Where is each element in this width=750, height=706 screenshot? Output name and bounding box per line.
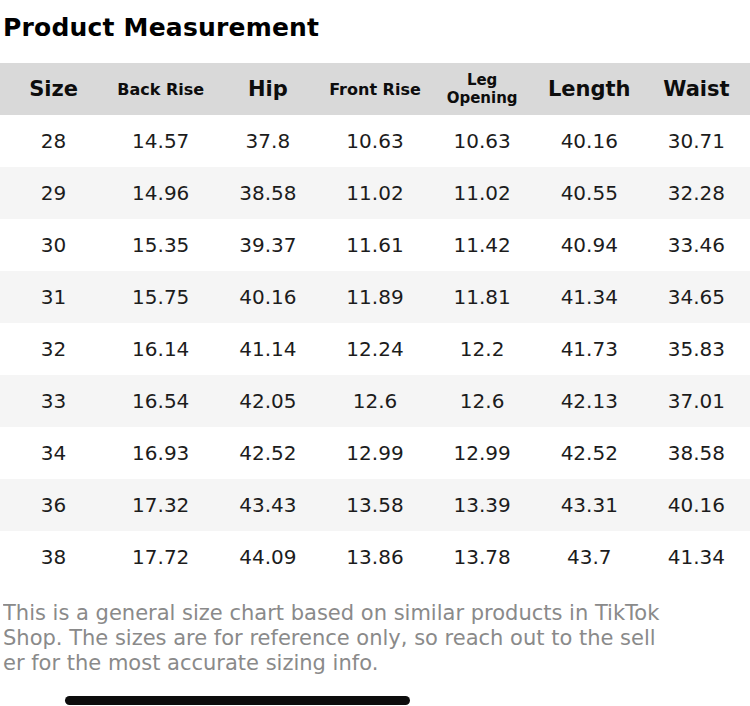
- cell-leg-opening: 11.42: [429, 219, 536, 271]
- cell-waist: 30.71: [643, 115, 750, 167]
- disclaimer-line: Shop. The sizes are for reference only, …: [3, 626, 750, 651]
- column-header-back-rise: Back Rise: [107, 63, 214, 115]
- cell-leg-opening: 12.2: [429, 323, 536, 375]
- cell-back-rise: 16.54: [107, 375, 214, 427]
- column-header-leg-opening: Leg Opening: [429, 63, 536, 115]
- cell-front-rise: 12.99: [321, 427, 428, 479]
- size-chart-disclaimer: This is a general size chart based on si…: [0, 601, 750, 676]
- cell-back-rise: 17.72: [107, 531, 214, 583]
- cell-leg-opening: 13.39: [429, 479, 536, 531]
- cell-leg-opening: 11.81: [429, 271, 536, 323]
- cell-back-rise: 17.32: [107, 479, 214, 531]
- cell-back-rise: 14.96: [107, 167, 214, 219]
- column-header-hip: Hip: [214, 63, 321, 115]
- cell-waist: 34.65: [643, 271, 750, 323]
- cell-waist: 32.28: [643, 167, 750, 219]
- cell-leg-opening: 13.78: [429, 531, 536, 583]
- table-row: 33 16.54 42.05 12.6 12.6 42.13 37.01: [0, 375, 750, 427]
- column-header-size: Size: [0, 63, 107, 115]
- cell-size: 32: [0, 323, 107, 375]
- cell-back-rise: 15.75: [107, 271, 214, 323]
- table-row: 28 14.57 37.8 10.63 10.63 40.16 30.71: [0, 115, 750, 167]
- cell-waist: 38.58: [643, 427, 750, 479]
- page-title: Product Measurement: [0, 0, 750, 42]
- cell-waist: 37.01: [643, 375, 750, 427]
- cell-length: 40.55: [536, 167, 643, 219]
- cell-hip: 40.16: [214, 271, 321, 323]
- table-row: 36 17.32 43.43 13.58 13.39 43.31 40.16: [0, 479, 750, 531]
- cell-back-rise: 15.35: [107, 219, 214, 271]
- cell-front-rise: 11.89: [321, 271, 428, 323]
- cell-size: 28: [0, 115, 107, 167]
- cell-size: 29: [0, 167, 107, 219]
- cell-back-rise: 16.93: [107, 427, 214, 479]
- cell-length: 43.31: [536, 479, 643, 531]
- cell-length: 41.34: [536, 271, 643, 323]
- column-header-length: Length: [536, 63, 643, 115]
- column-header-leg-opening-label: Leg Opening: [442, 71, 522, 107]
- cell-hip: 41.14: [214, 323, 321, 375]
- cell-length: 40.94: [536, 219, 643, 271]
- table-header-row: Size Back Rise Hip Front Rise Leg Openin…: [0, 63, 750, 115]
- cell-leg-opening: 11.02: [429, 167, 536, 219]
- cell-front-rise: 11.61: [321, 219, 428, 271]
- cell-hip: 43.43: [214, 479, 321, 531]
- disclaimer-line: er for the most accurate sizing info.: [3, 651, 750, 676]
- cell-size: 36: [0, 479, 107, 531]
- cell-leg-opening: 10.63: [429, 115, 536, 167]
- cell-front-rise: 11.02: [321, 167, 428, 219]
- cell-leg-opening: 12.99: [429, 427, 536, 479]
- cell-hip: 37.8: [214, 115, 321, 167]
- cell-size: 34: [0, 427, 107, 479]
- cell-waist: 35.83: [643, 323, 750, 375]
- cell-hip: 38.58: [214, 167, 321, 219]
- cell-length: 43.7: [536, 531, 643, 583]
- cell-size: 31: [0, 271, 107, 323]
- table-row: 30 15.35 39.37 11.61 11.42 40.94 33.46: [0, 219, 750, 271]
- cell-hip: 44.09: [214, 531, 321, 583]
- cell-length: 40.16: [536, 115, 643, 167]
- table-row: 38 17.72 44.09 13.86 13.78 43.7 41.34: [0, 531, 750, 583]
- table-row: 29 14.96 38.58 11.02 11.02 40.55 32.28: [0, 167, 750, 219]
- disclaimer-line: This is a general size chart based on si…: [3, 601, 750, 626]
- cell-leg-opening: 12.6: [429, 375, 536, 427]
- cell-hip: 42.52: [214, 427, 321, 479]
- horizontal-scrollbar-thumb[interactable]: [65, 696, 410, 705]
- column-header-front-rise: Front Rise: [321, 63, 428, 115]
- column-header-waist: Waist: [643, 63, 750, 115]
- table-row: 34 16.93 42.52 12.99 12.99 42.52 38.58: [0, 427, 750, 479]
- cell-waist: 41.34: [643, 531, 750, 583]
- cell-hip: 39.37: [214, 219, 321, 271]
- table-row: 32 16.14 41.14 12.24 12.2 41.73 35.83: [0, 323, 750, 375]
- cell-front-rise: 10.63: [321, 115, 428, 167]
- size-measurement-table: Size Back Rise Hip Front Rise Leg Openin…: [0, 63, 750, 583]
- cell-back-rise: 14.57: [107, 115, 214, 167]
- cell-front-rise: 13.58: [321, 479, 428, 531]
- cell-front-rise: 12.24: [321, 323, 428, 375]
- cell-size: 38: [0, 531, 107, 583]
- cell-length: 42.52: [536, 427, 643, 479]
- cell-size: 30: [0, 219, 107, 271]
- cell-length: 41.73: [536, 323, 643, 375]
- cell-length: 42.13: [536, 375, 643, 427]
- cell-front-rise: 13.86: [321, 531, 428, 583]
- cell-waist: 33.46: [643, 219, 750, 271]
- cell-hip: 42.05: [214, 375, 321, 427]
- cell-size: 33: [0, 375, 107, 427]
- table-row: 31 15.75 40.16 11.89 11.81 41.34 34.65: [0, 271, 750, 323]
- cell-front-rise: 12.6: [321, 375, 428, 427]
- cell-waist: 40.16: [643, 479, 750, 531]
- cell-back-rise: 16.14: [107, 323, 214, 375]
